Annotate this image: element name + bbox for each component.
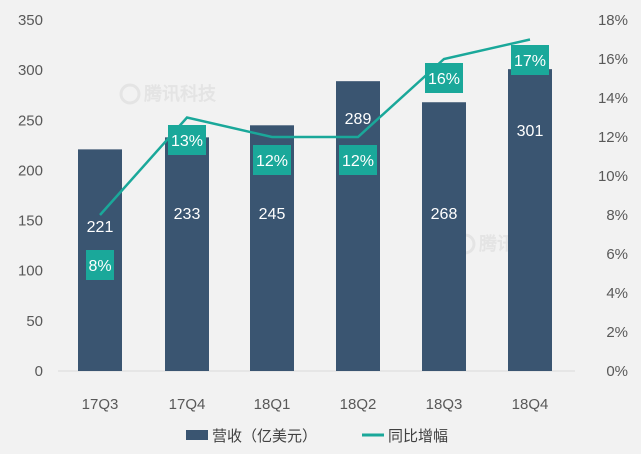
right-tick-label: 14%	[598, 90, 628, 107]
right-axis: 0% 2% 4% 6% 8% 10% 12% 14% 16% 18%	[598, 12, 628, 380]
bar-value-label: 289	[345, 111, 372, 128]
left-tick-label: 200	[18, 162, 43, 179]
growth-value-label: 16%	[428, 71, 460, 88]
bar-18Q3	[422, 102, 466, 371]
bar-value-label: 221	[87, 219, 114, 236]
bar-18Q2	[336, 81, 380, 371]
growth-label-box	[86, 250, 114, 280]
growth-value-label: 12%	[342, 153, 374, 170]
left-tick-label: 50	[26, 313, 43, 330]
growth-label-box	[253, 145, 291, 175]
left-tick-label: 100	[18, 263, 43, 280]
left-tick-label: 0	[35, 363, 43, 380]
x-tick-label: 18Q1	[254, 396, 291, 413]
bar-value-label: 301	[517, 123, 544, 140]
left-tick-label: 350	[18, 12, 43, 29]
right-tick-label: 8%	[606, 207, 628, 224]
growth-label-box	[425, 63, 463, 93]
legend-label-growth: 同比增幅	[388, 427, 448, 445]
bar-value-label: 268	[431, 206, 458, 223]
growth-value-label: 8%	[88, 258, 111, 275]
right-tick-label: 6%	[606, 246, 628, 263]
growth-line: 8% 13% 12% 12% 16% 17%	[86, 38, 549, 280]
left-tick-label: 250	[18, 112, 43, 129]
watermark-logo-icon	[119, 83, 141, 105]
growth-label-box	[339, 145, 377, 175]
x-tick-label: 18Q2	[340, 396, 377, 413]
watermark-text: 腾讯科技	[144, 83, 217, 105]
bars: 221 233 245 289 268 301	[78, 69, 552, 371]
legend-swatch-revenue	[186, 430, 208, 440]
x-tick-label: 17Q4	[169, 396, 206, 413]
right-tick-label: 2%	[606, 324, 628, 341]
left-tick-label: 150	[18, 213, 43, 230]
right-tick-label: 12%	[598, 129, 628, 146]
bar-value-label: 233	[174, 206, 201, 223]
growth-label-box	[168, 125, 206, 155]
right-tick-label: 4%	[606, 285, 628, 302]
right-tick-label: 0%	[606, 363, 628, 380]
x-tick-label: 17Q3	[82, 396, 119, 413]
x-tick-label: 18Q4	[512, 396, 549, 413]
bar-17Q4	[165, 137, 209, 371]
growth-label-box	[511, 45, 549, 75]
right-tick-label: 16%	[598, 51, 628, 68]
growth-value-label: 13%	[171, 133, 203, 150]
left-axis: 0 50 100 150 200 250 300 350	[18, 12, 43, 380]
x-tick-label: 18Q3	[426, 396, 463, 413]
growth-value-label: 17%	[514, 53, 546, 70]
right-tick-label: 18%	[598, 12, 628, 29]
bar-value-label: 245	[259, 206, 286, 223]
legend-label-revenue: 营收（亿美元）	[212, 427, 317, 445]
legend: 营收（亿美元） 同比增幅	[186, 427, 448, 445]
left-tick-label: 300	[18, 62, 43, 79]
growth-value-label: 12%	[256, 153, 288, 170]
bar-18Q4	[508, 69, 552, 371]
x-axis: 17Q3 17Q4 18Q1 18Q2 18Q3 18Q4	[82, 396, 549, 413]
right-tick-label: 10%	[598, 168, 628, 185]
